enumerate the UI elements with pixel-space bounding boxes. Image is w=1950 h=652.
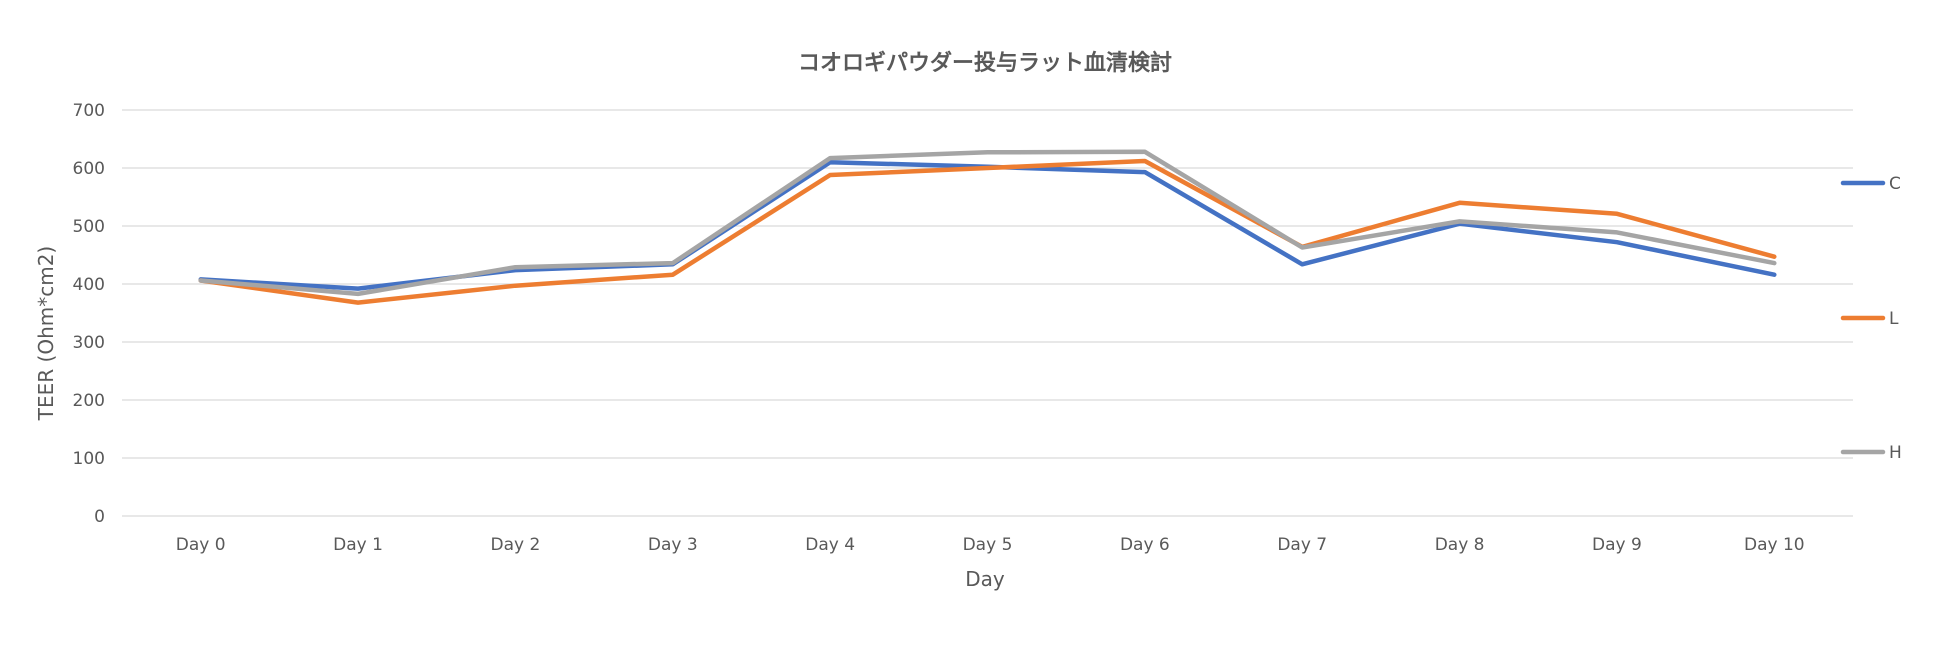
x-tick-label: Day 4 <box>805 535 855 555</box>
series-lines <box>198 149 1777 305</box>
x-tick-label: Day 6 <box>1120 535 1170 555</box>
x-axis-label: Day <box>965 567 1005 591</box>
x-tick-label: Day 8 <box>1435 535 1485 555</box>
legend: C L H <box>1840 174 1902 463</box>
y-tick-label: 600 <box>73 159 105 179</box>
legend-item-H: H <box>1840 443 1902 463</box>
x-tick-label: Day 1 <box>333 535 383 555</box>
legend-item-L: L <box>1840 309 1899 329</box>
y-axis-ticks: 0 100 200 300 400 500 600 700 <box>73 101 105 527</box>
y-tick-label: 300 <box>73 333 105 353</box>
y-tick-label: 700 <box>73 101 105 121</box>
x-axis-ticks: Day 0 Day 1 Day 2 Day 3 Day 4 Day 5 Day 6 Day 7… <box>176 535 1805 555</box>
chart-title: コオロギパウダー投与ラット血清検討 <box>798 50 1172 76</box>
x-tick-label: Day 7 <box>1277 535 1327 555</box>
series-line-L <box>198 158 1777 305</box>
legend-label: H <box>1889 443 1902 463</box>
x-tick-label: Day 0 <box>176 535 226 555</box>
y-tick-label: 500 <box>73 217 105 237</box>
x-tick-label: Day 5 <box>963 535 1013 555</box>
x-tick-label: Day 9 <box>1592 535 1642 555</box>
x-tick-label: Day 2 <box>491 535 541 555</box>
y-tick-label: 200 <box>73 391 105 411</box>
legend-label: C <box>1889 174 1901 194</box>
legend-item-C: C <box>1840 174 1901 194</box>
y-tick-label: 100 <box>73 449 105 469</box>
legend-label: L <box>1889 309 1899 329</box>
y-tick-label: 400 <box>73 275 105 295</box>
series-line-H <box>198 149 1777 297</box>
y-axis-label: TEER (Ohm*cm2) <box>34 246 58 421</box>
x-tick-label: Day 3 <box>648 535 698 555</box>
gridlines <box>122 109 1853 517</box>
x-tick-label: Day 10 <box>1744 535 1805 555</box>
y-tick-label: 0 <box>94 507 105 527</box>
